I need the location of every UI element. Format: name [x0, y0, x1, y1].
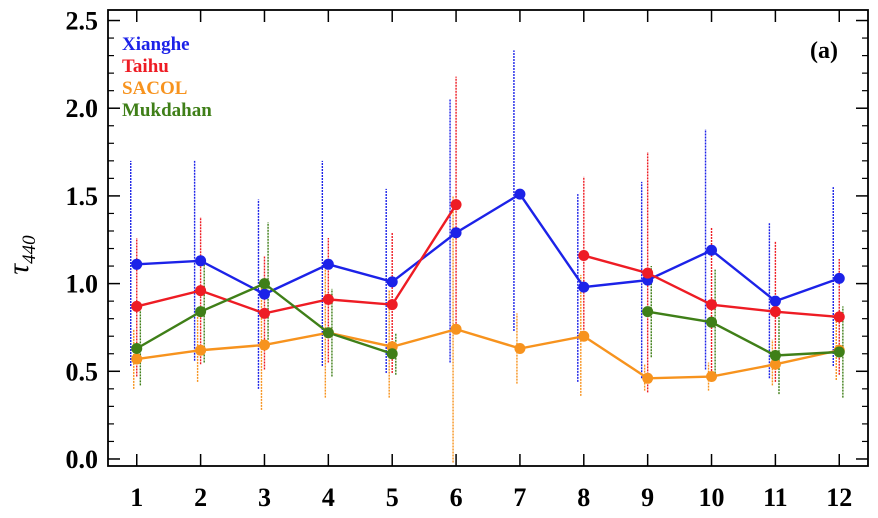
taihu-point [706, 299, 718, 311]
xianghe-point [386, 276, 398, 288]
xianghe-point [833, 272, 845, 284]
sacol-point [258, 339, 270, 351]
taihu-point [450, 199, 462, 211]
sacol-point [131, 353, 143, 365]
x-tick-label: 10 [699, 483, 725, 512]
sacol-point [706, 371, 718, 383]
x-tick-label: 11 [763, 483, 788, 512]
x-tick-label: 2 [194, 483, 207, 512]
sacol-point [769, 358, 781, 370]
mukdahan-point [769, 350, 781, 362]
mukdahan-line [647, 310, 840, 357]
xianghe-point [258, 288, 270, 300]
series-points [131, 188, 845, 384]
xianghe-point [450, 227, 462, 239]
mukdahan-point [833, 346, 845, 358]
x-tick-label: 3 [258, 483, 271, 512]
xianghe-point [578, 281, 590, 293]
xianghe-point [769, 295, 781, 307]
xianghe-line [136, 192, 840, 303]
legend-xianghe: Xianghe [122, 34, 190, 55]
mukdahan-point [706, 316, 718, 328]
x-tick-label: 5 [386, 483, 399, 512]
x-tick-label: 1 [130, 483, 143, 512]
axes: 0.00.51.01.52.02.51 2 3 4 5 6 7 8 9 10 11 12 [66, 7, 869, 512]
x-tick-label: 8 [577, 483, 590, 512]
x-tick-label: 9 [641, 483, 654, 512]
y-tick-label: 2.5 [66, 7, 99, 36]
taihu-point [131, 300, 143, 312]
error-bars [130, 50, 844, 463]
xianghe-point [195, 255, 207, 267]
legend-taihu: Taihu [122, 56, 169, 77]
sacol-line [136, 327, 840, 380]
legend-sacol: SACOL [122, 78, 187, 99]
y-tick-label: 1.5 [66, 182, 99, 211]
y-tick-label: 1.0 [66, 270, 99, 299]
taihu-point [642, 267, 654, 279]
taihu-point [258, 307, 270, 319]
mukdahan-point [642, 306, 654, 318]
x-tick-label: 7 [513, 483, 526, 512]
xianghe-point [706, 244, 718, 256]
xianghe-point [514, 188, 526, 200]
sacol-point [514, 342, 526, 354]
panel-label: (a) [810, 38, 838, 64]
xianghe-point [131, 258, 143, 270]
taihu-line [136, 204, 458, 315]
sacol-point [578, 330, 590, 342]
taihu-point [386, 299, 398, 311]
x-tick-label: 6 [450, 483, 463, 512]
xianghe-point [322, 258, 334, 270]
x-tick-label: 4 [322, 483, 335, 512]
labels: (a) τ440 [2, 38, 838, 275]
x-tick-label: 12 [826, 483, 852, 512]
taihu-point [578, 250, 590, 262]
taihu-point [833, 311, 845, 323]
sacol-point [450, 323, 462, 335]
mukdahan-point [258, 278, 270, 290]
taihu-point [195, 285, 207, 297]
y-tick-label: 2.0 [66, 94, 99, 123]
sacol-point [642, 372, 654, 384]
mukdahan-point [322, 327, 334, 339]
legend-mukdahan: Mukdahan [122, 100, 212, 121]
mukdahan-point [195, 306, 207, 318]
sacol-point [195, 344, 207, 356]
mukdahan-point [131, 342, 143, 354]
y-tick-label: 0.0 [66, 445, 99, 474]
taihu-point [769, 306, 781, 318]
mukdahan-point [386, 348, 398, 360]
y-tick-label: 0.5 [66, 357, 99, 386]
series-lines [136, 192, 840, 380]
taihu-point [322, 293, 334, 305]
plot-frame [107, 9, 869, 467]
y-axis-label: τ440 [2, 235, 40, 275]
